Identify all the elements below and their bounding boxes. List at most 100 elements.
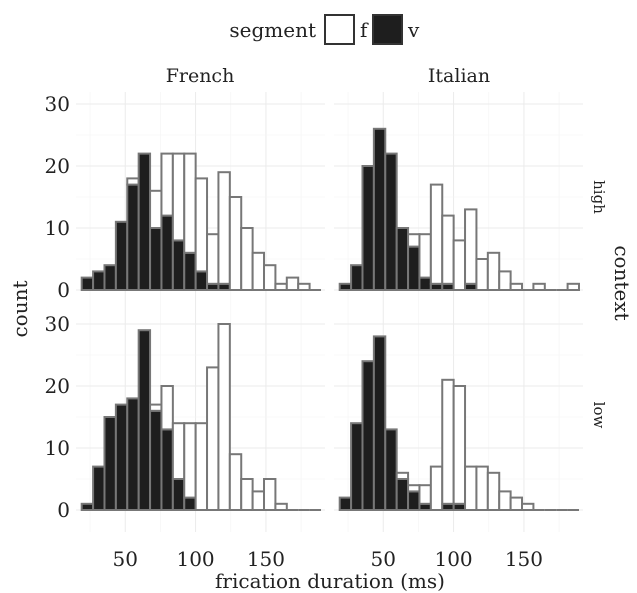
bar-f bbox=[183, 422, 197, 499]
bars bbox=[338, 127, 580, 292]
legend-key-v bbox=[372, 14, 403, 45]
facet-row-label-low: low bbox=[590, 402, 608, 429]
bar-f bbox=[217, 323, 231, 511]
bar-v bbox=[384, 428, 398, 511]
bar-f bbox=[429, 183, 444, 285]
bar-v bbox=[80, 502, 95, 512]
bar-f bbox=[441, 378, 455, 505]
bar-v bbox=[395, 227, 410, 291]
x-tick-label: 50 bbox=[113, 547, 138, 571]
bar-f bbox=[441, 214, 455, 285]
bar-f bbox=[418, 233, 432, 279]
bar-f bbox=[251, 490, 266, 511]
bar-v bbox=[183, 251, 197, 292]
bar-f bbox=[274, 502, 288, 512]
x-axis-label: frication duration (ms) bbox=[215, 569, 445, 593]
bar-v bbox=[149, 227, 163, 291]
bar-f bbox=[498, 490, 512, 511]
bar-f bbox=[509, 282, 524, 292]
x-tick-label: 150 bbox=[505, 547, 543, 571]
y-tick-label: 10 bbox=[45, 436, 70, 460]
legend-label-v: v bbox=[407, 18, 420, 42]
bar-f bbox=[206, 366, 220, 512]
bar-v bbox=[350, 422, 364, 511]
legend: segment f v bbox=[229, 14, 420, 45]
bar-f bbox=[464, 465, 478, 512]
panel-french-high: 0 10 20 30 bbox=[45, 92, 325, 312]
bar-v bbox=[372, 127, 387, 291]
bar-f bbox=[429, 465, 444, 512]
bar-f bbox=[566, 282, 580, 292]
panel-french-low: 0 10 20 30 50 100 150 bbox=[45, 312, 325, 571]
bar-f bbox=[183, 152, 197, 254]
bar-f bbox=[452, 385, 467, 505]
bar-v bbox=[114, 220, 129, 291]
bars bbox=[338, 335, 579, 512]
bar-f bbox=[217, 171, 231, 285]
bar-v bbox=[126, 397, 140, 511]
bar-f bbox=[240, 227, 254, 291]
facet-row-title: context bbox=[610, 245, 634, 320]
bar-f bbox=[263, 264, 277, 291]
bar-v bbox=[103, 416, 117, 511]
bar-v bbox=[338, 282, 353, 292]
bar-f bbox=[498, 270, 512, 291]
bar-v bbox=[418, 276, 432, 292]
bar-f bbox=[126, 177, 140, 186]
bars bbox=[80, 323, 321, 512]
bar-f bbox=[251, 251, 266, 292]
facet-column-label-italian: Italian bbox=[428, 65, 490, 87]
bar-f bbox=[274, 282, 288, 292]
bar-f bbox=[532, 282, 546, 292]
bar-v bbox=[149, 409, 163, 511]
bar-v bbox=[395, 478, 410, 511]
legend-label-f: f bbox=[360, 18, 369, 42]
bar-v bbox=[338, 496, 353, 512]
bar-v bbox=[194, 270, 209, 291]
y-tick-label: 30 bbox=[45, 312, 70, 336]
bar-v bbox=[361, 360, 375, 512]
panel-italian-low: 50 100 150 bbox=[334, 312, 583, 571]
bar-f bbox=[521, 502, 535, 512]
bar-f bbox=[160, 385, 174, 431]
bar-f bbox=[194, 422, 209, 511]
bar-v bbox=[92, 270, 106, 291]
bar-f bbox=[206, 233, 220, 285]
legend-title: segment bbox=[229, 18, 316, 42]
x-tick-label: 100 bbox=[434, 547, 472, 571]
bar-v bbox=[361, 165, 375, 291]
bar-f bbox=[149, 403, 163, 412]
facet-row-label-high: high bbox=[590, 180, 608, 214]
bar-v bbox=[171, 239, 186, 291]
bar-f bbox=[171, 422, 186, 480]
bar-f bbox=[194, 177, 209, 273]
bar-f bbox=[418, 484, 432, 505]
bar-f bbox=[228, 453, 243, 511]
facet-column-label-french: French bbox=[166, 65, 235, 87]
bar-v bbox=[384, 152, 398, 291]
legend-key-f bbox=[324, 14, 355, 45]
bar-f bbox=[486, 471, 501, 512]
bar-f bbox=[149, 189, 163, 230]
bar-v bbox=[171, 478, 186, 511]
bar-f bbox=[228, 196, 243, 291]
bar-v bbox=[350, 264, 364, 291]
bar-f bbox=[297, 282, 311, 292]
x-tick-label: 150 bbox=[247, 547, 285, 571]
bar-v bbox=[92, 465, 106, 512]
y-tick-label: 0 bbox=[57, 498, 70, 522]
bar-v bbox=[160, 214, 174, 291]
bar-v bbox=[80, 276, 95, 292]
y-tick-label: 0 bbox=[57, 278, 70, 302]
bar-f bbox=[160, 152, 174, 217]
bar-v bbox=[137, 152, 152, 291]
bar-f bbox=[240, 478, 254, 511]
bar-f bbox=[509, 496, 524, 512]
y-axis-label: count bbox=[8, 280, 32, 337]
bar-f bbox=[407, 233, 421, 248]
bar-f bbox=[171, 152, 186, 242]
y-tick-label: 30 bbox=[45, 92, 70, 116]
bar-f bbox=[285, 276, 300, 292]
y-tick-label: 20 bbox=[45, 154, 70, 178]
y-tick-label: 20 bbox=[45, 374, 70, 398]
